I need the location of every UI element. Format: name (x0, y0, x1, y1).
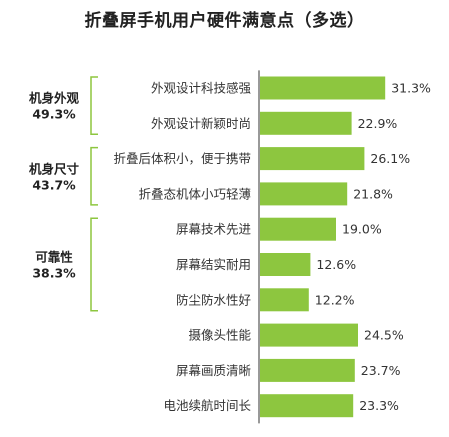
category-label: 屏幕结实耐用 (176, 257, 251, 272)
category-label: 电池续航时间长 (163, 398, 251, 413)
group-name: 机身尺寸 (29, 161, 80, 176)
category-label: 屏幕画质清晰 (176, 363, 251, 378)
value-label: 23.7% (361, 363, 401, 378)
value-label: 22.9% (358, 116, 398, 131)
category-label: 防尘防水性好 (176, 292, 251, 307)
value-label: 31.3% (391, 81, 431, 96)
group-bracket (90, 217, 98, 312)
category-label: 折叠后体积小，便于携带 (113, 151, 251, 166)
bar (260, 76, 386, 100)
group-value: 43.7% (32, 177, 76, 192)
bar (260, 217, 336, 241)
bar (260, 182, 348, 206)
bar (260, 394, 354, 418)
group-bracket (90, 76, 98, 136)
value-label: 26.1% (370, 151, 410, 166)
value-label: 19.0% (342, 222, 382, 237)
value-label: 21.8% (353, 186, 393, 201)
bar (260, 288, 309, 312)
category-label: 屏幕技术先进 (176, 222, 252, 237)
chart-title: 折叠屏手机用户硬件满意点（多选） (84, 11, 365, 31)
group-value: 38.3% (32, 266, 76, 281)
bar (260, 323, 358, 347)
category-label: 摄像头性能 (188, 328, 251, 343)
group-name: 机身外观 (29, 91, 80, 106)
value-label: 24.5% (364, 328, 404, 343)
bar (260, 358, 355, 382)
group-value: 49.3% (32, 107, 76, 122)
category-label: 外观设计科技感强 (151, 81, 252, 96)
group-name: 可靠性 (35, 250, 73, 265)
value-label: 12.2% (315, 292, 355, 307)
value-label: 12.6% (316, 257, 356, 272)
bar (260, 147, 365, 171)
bar (260, 253, 311, 276)
bar (260, 111, 352, 135)
value-label: 23.3% (359, 398, 399, 413)
category-label: 外观设计新颖时尚 (151, 116, 251, 131)
category-label: 折叠态机体小巧轻薄 (138, 186, 251, 201)
group-bracket (90, 146, 98, 206)
